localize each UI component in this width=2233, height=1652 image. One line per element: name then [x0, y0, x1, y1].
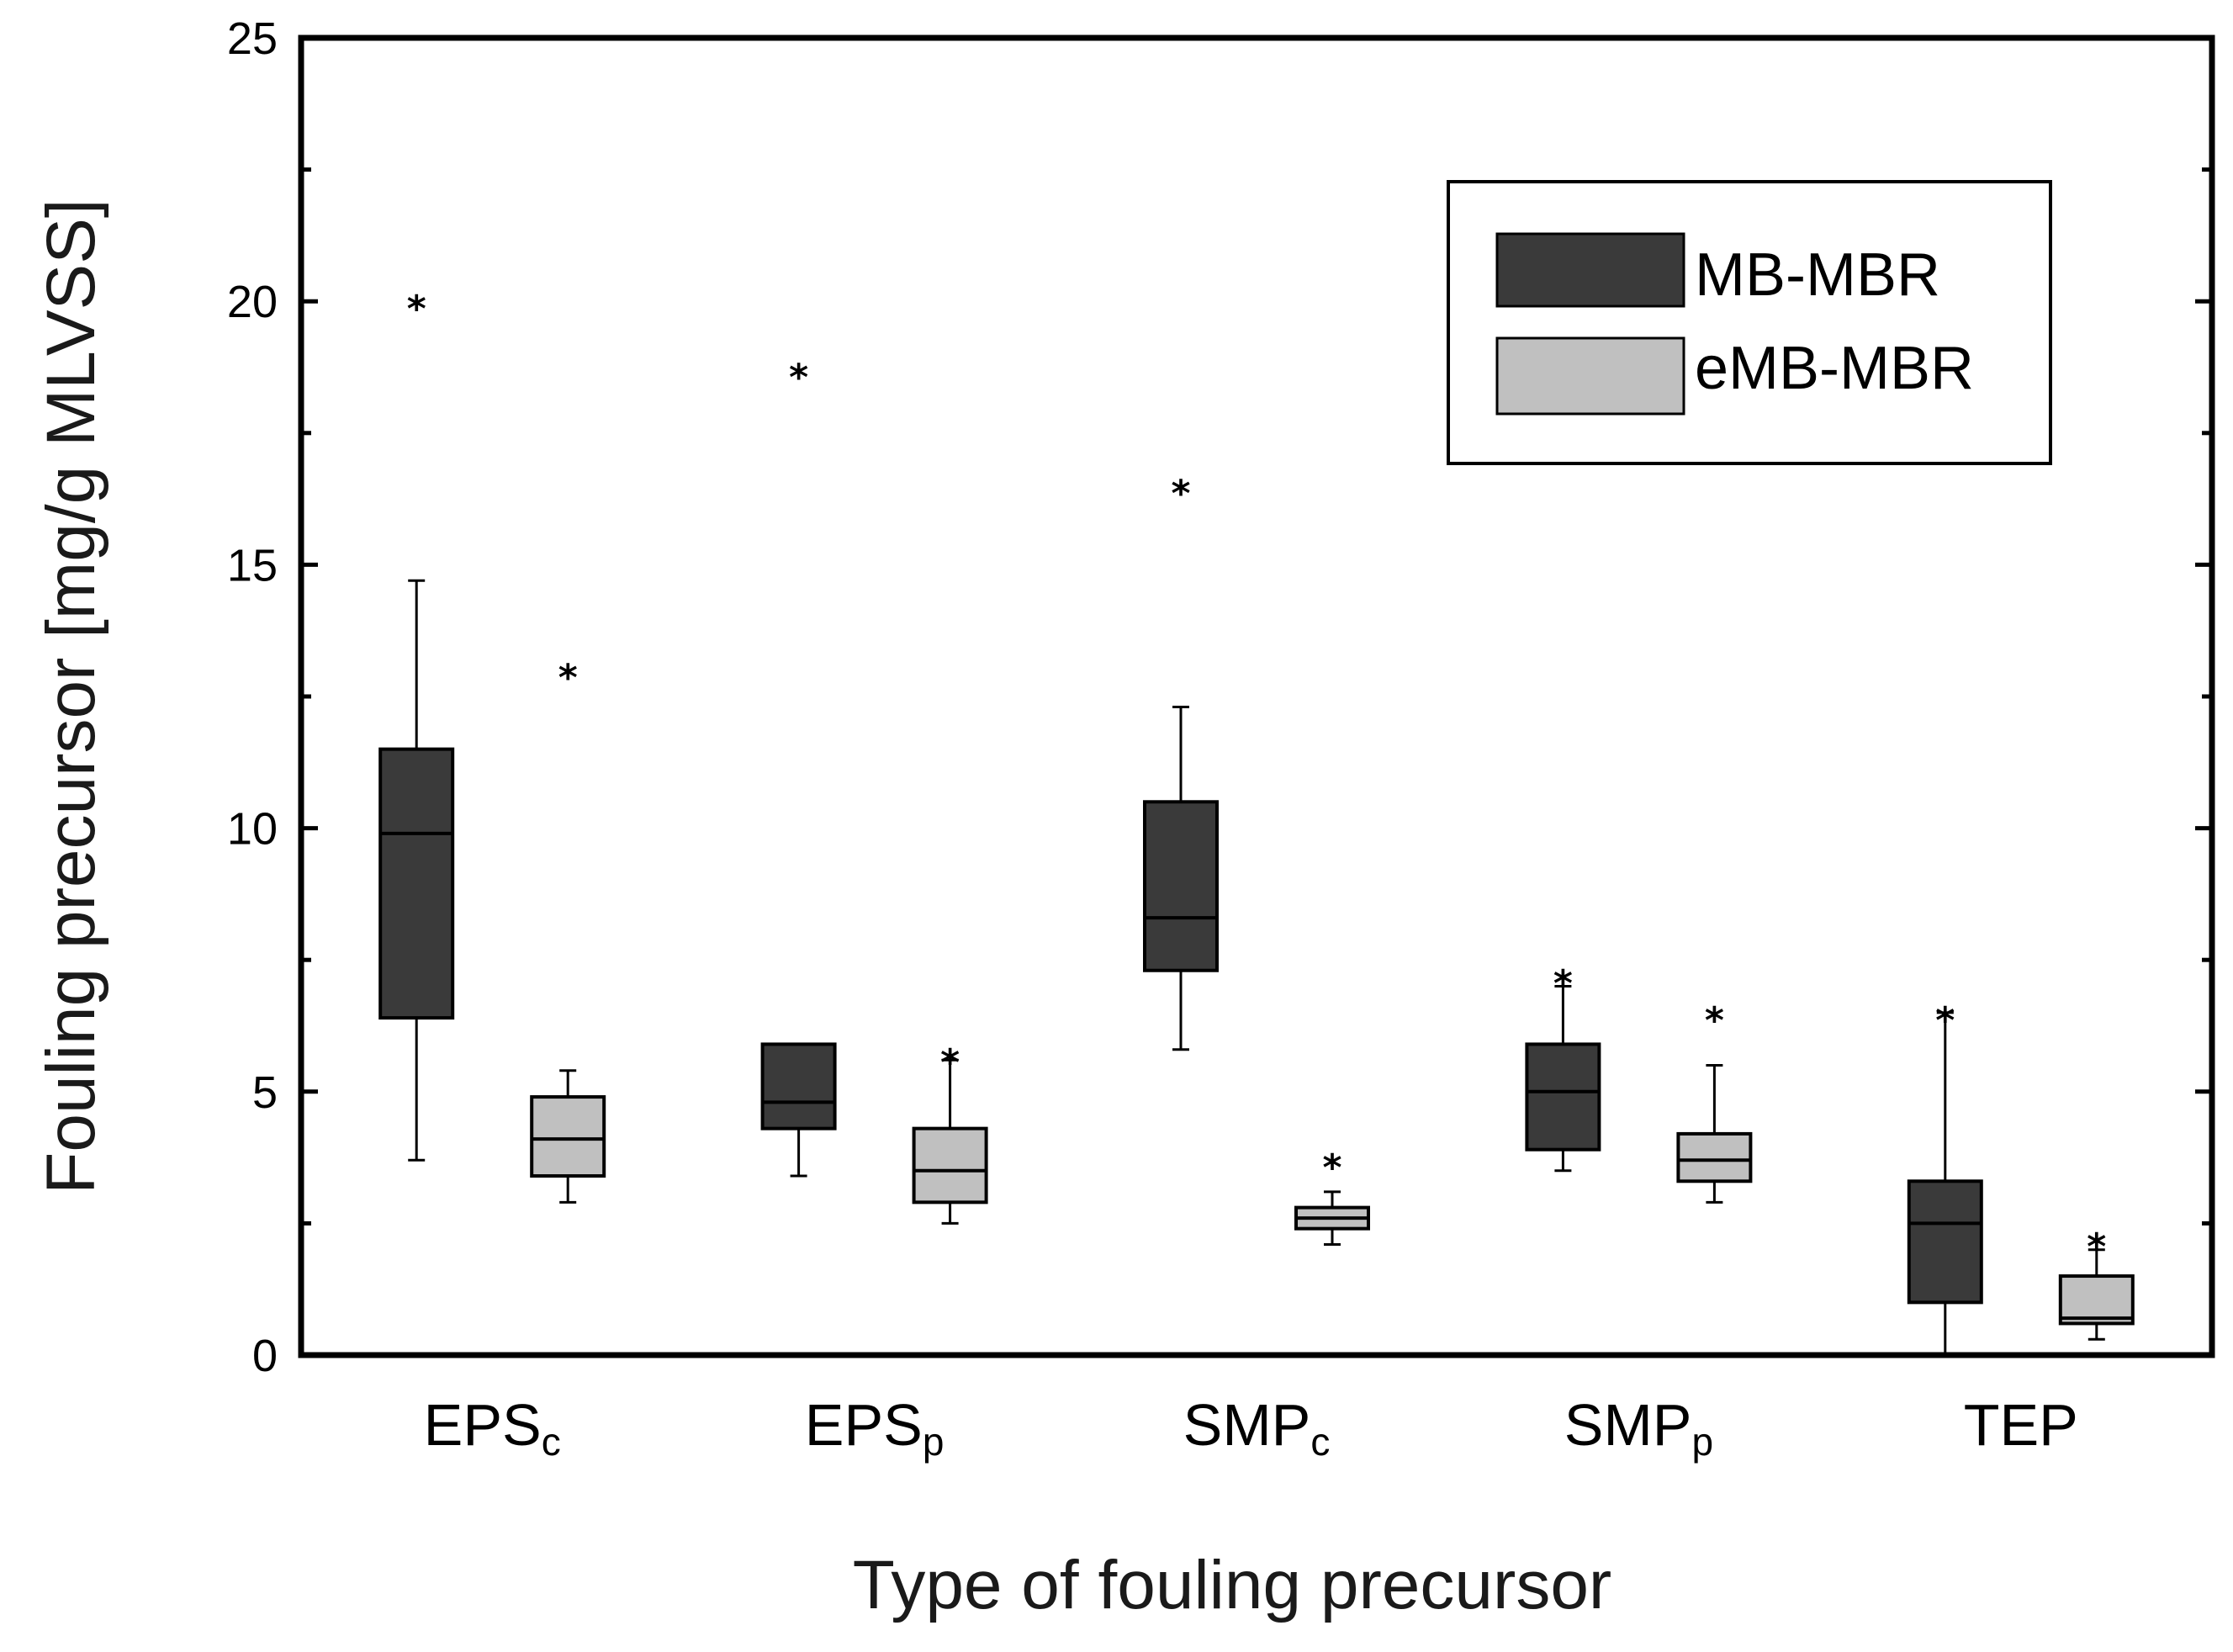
iqr-box: [912, 1126, 988, 1205]
legend: MB-MBR eMB-MBR: [1447, 180, 2052, 465]
y-tick-label: 10: [227, 804, 278, 855]
box-mb-mbr: *: [378, 288, 455, 1162]
box-mb-mbr: *: [1525, 962, 1601, 1173]
y-axis-ticks: 0 5 10 15 20 25: [227, 13, 2212, 1381]
box-mb-mbr: *: [1143, 472, 1219, 1051]
box-series: * * * * * * * * * *: [378, 288, 2135, 1357]
iqr-box: [1907, 1179, 1983, 1305]
box-emb-mbr: *: [912, 1041, 988, 1225]
y-tick-label: 0: [252, 1331, 278, 1381]
x-tick-label: EPSc: [424, 1392, 561, 1464]
box-mb-mbr: *: [760, 357, 837, 1178]
y-tick-label: 20: [227, 277, 278, 327]
legend-frame: [1447, 180, 2052, 465]
box-emb-mbr: *: [1676, 999, 1753, 1204]
iqr-box: [760, 1042, 837, 1130]
iqr-box: [2058, 1274, 2135, 1326]
legend-label-mb-mbr: MB-MBR: [1695, 241, 1940, 309]
box-mb-mbr: *: [1907, 999, 1983, 1357]
box-emb-mbr: *: [2058, 1226, 2135, 1341]
outlier-marker: *: [1935, 999, 1955, 1042]
iqr-box: [1525, 1042, 1601, 1152]
x-axis-title: Type of fouling precursor: [853, 1547, 1611, 1623]
outlier-marker: *: [2087, 1226, 2106, 1268]
y-tick-label: 25: [227, 13, 278, 64]
y-tick-label: 5: [252, 1067, 278, 1118]
x-axis-tick-labels: EPSc EPSp SMPc SMPp TEP: [424, 1392, 2078, 1464]
iqr-box: [1676, 1131, 1753, 1183]
outlier-marker: *: [1705, 999, 1724, 1042]
outlier-marker: *: [1553, 962, 1573, 1005]
iqr-box: [530, 1095, 606, 1178]
x-tick-label: EPSp: [805, 1392, 945, 1464]
outlier-marker: *: [558, 657, 578, 700]
outlier-marker: *: [1171, 472, 1190, 515]
iqr-box: [1143, 800, 1219, 972]
legend-label-emb-mbr: eMB-MBR: [1695, 335, 1974, 402]
outlier-marker: *: [789, 357, 808, 400]
y-axis-title: Fouling precursor [mg/g MLVSS]: [33, 199, 109, 1194]
x-tick-label: SMPp: [1564, 1392, 1713, 1464]
outlier-marker: *: [407, 288, 426, 331]
box-emb-mbr: *: [530, 657, 606, 1204]
legend-swatch-emb-mbr: [1495, 336, 1685, 416]
x-tick-label: SMPc: [1183, 1392, 1331, 1464]
box-emb-mbr: *: [1294, 1146, 1370, 1246]
legend-swatch-mb-mbr: [1495, 232, 1685, 308]
y-tick-label: 15: [227, 540, 278, 590]
outlier-marker: *: [1322, 1146, 1341, 1189]
iqr-box: [378, 747, 455, 1020]
x-tick-label: TEP: [1964, 1392, 2078, 1458]
outlier-marker: *: [940, 1041, 960, 1084]
